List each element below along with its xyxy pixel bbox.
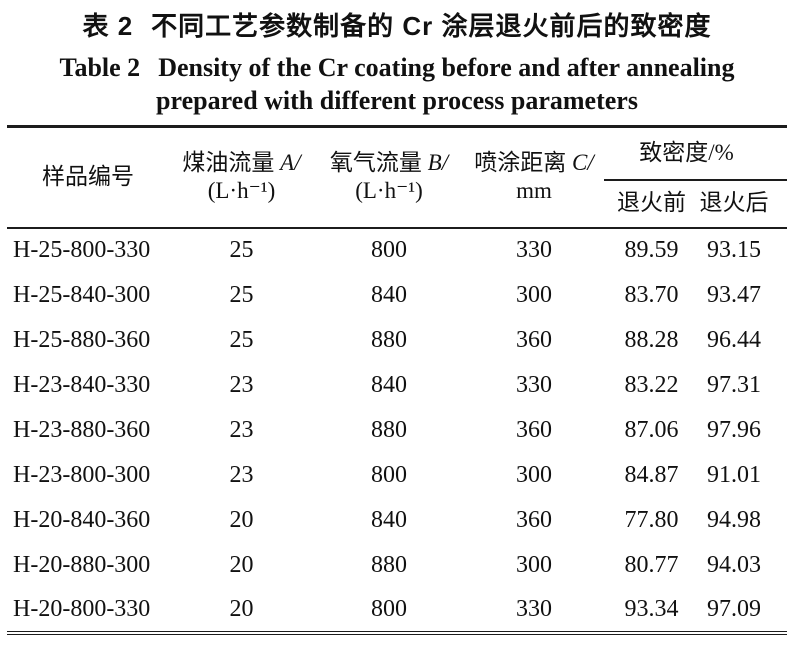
table-row: H-20-880-300 20 880 300 80.77 94.03 bbox=[7, 543, 787, 588]
spray-distance-cell: 300 bbox=[516, 551, 552, 578]
table-row: H-23-840-330 23 840 330 83.22 97.31 bbox=[7, 363, 787, 408]
density-before-cell: 83.22 bbox=[624, 371, 679, 398]
oxygen-flow-cell: 840 bbox=[371, 371, 407, 398]
table-number-en: Table 2 bbox=[59, 53, 141, 82]
table-caption-en-line2: prepared with different process paramete… bbox=[0, 84, 794, 117]
table-row: H-20-800-330 20 800 330 93.34 97.09 bbox=[7, 588, 787, 633]
oxygen-flow-cell: 840 bbox=[371, 281, 407, 308]
spray-distance-cell: 360 bbox=[516, 416, 552, 443]
kerosene-flow-cell: 20 bbox=[229, 551, 254, 578]
table-number-zh: 表 2 bbox=[82, 11, 134, 41]
kerosene-flow-cell: 20 bbox=[229, 506, 254, 533]
kerosene-unit: (L·h⁻¹) bbox=[207, 178, 276, 204]
kerosene-flow-cell: 23 bbox=[229, 461, 254, 488]
sample-id-cell: H-23-800-300 bbox=[13, 461, 151, 488]
density-before-cell: 84.87 bbox=[624, 461, 679, 488]
sample-id-cell: H-20-880-300 bbox=[13, 551, 151, 578]
oxygen-flow-cell: 880 bbox=[371, 416, 407, 443]
density-after-cell: 94.98 bbox=[707, 506, 761, 533]
kerosene-header-label: 煤油流量 bbox=[182, 149, 275, 175]
col-header-after-annealing: 退火后 bbox=[699, 179, 787, 229]
sample-id-cell: H-20-800-330 bbox=[13, 595, 151, 622]
sample-id-cell: H-25-840-300 bbox=[13, 281, 151, 308]
table-row: H-25-840-300 25 840 300 83.70 93.47 bbox=[7, 273, 787, 318]
sample-id-cell: H-23-880-360 bbox=[13, 416, 151, 443]
density-before-cell: 77.80 bbox=[624, 506, 679, 533]
kerosene-flow-cell: 20 bbox=[229, 595, 254, 622]
data-table: 样品编号 煤油流量 A/ (L·h⁻¹) 氧气流量 B/ (L·h⁻¹) 喷涂距… bbox=[7, 125, 787, 635]
density-before-cell: 93.34 bbox=[624, 595, 679, 622]
sample-id-cell: H-25-880-360 bbox=[13, 326, 151, 353]
oxygen-header-label: 氧气流量 bbox=[329, 149, 422, 175]
density-before-cell: 88.28 bbox=[624, 326, 679, 353]
density-after-cell: 96.44 bbox=[707, 326, 761, 353]
table-row: H-23-800-300 23 800 300 84.87 91.01 bbox=[7, 453, 787, 498]
spray-distance-cell: 330 bbox=[516, 237, 552, 263]
oxygen-flow-cell: 800 bbox=[371, 461, 407, 488]
sample-id-cell: H-25-800-330 bbox=[13, 237, 151, 263]
table-caption-zh: 表 2 不同工艺参数制备的 Cr 涂层退火前后的致密度 bbox=[0, 8, 794, 44]
density-before-cell: 83.70 bbox=[624, 281, 679, 308]
spray-distance-cell: 360 bbox=[516, 506, 552, 533]
spray-distance-cell: 300 bbox=[516, 281, 552, 308]
table-header: 样品编号 煤油流量 A/ (L·h⁻¹) 氧气流量 B/ (L·h⁻¹) 喷涂距… bbox=[7, 126, 787, 229]
distance-header-label: 喷涂距离 bbox=[474, 149, 567, 175]
density-after-cell: 97.96 bbox=[707, 416, 761, 443]
oxygen-flow-cell: 840 bbox=[371, 506, 407, 533]
spray-distance-cell: 330 bbox=[516, 595, 552, 622]
table-caption-en-line1: Table 2 Density of the Cr coating before … bbox=[0, 51, 794, 84]
oxygen-flow-cell: 880 bbox=[371, 551, 407, 578]
sample-header-label: 样品编号 bbox=[42, 163, 134, 189]
table-row: H-20-840-360 20 840 360 77.80 94.98 bbox=[7, 498, 787, 543]
density-after-cell: 94.03 bbox=[707, 551, 761, 578]
density-before-cell: 87.06 bbox=[624, 416, 679, 443]
kerosene-variable: A/ bbox=[280, 149, 301, 175]
kerosene-flow-cell: 23 bbox=[229, 371, 254, 398]
col-header-spray-distance: 喷涂距离 C/ mm bbox=[464, 126, 604, 229]
table-title-zh: 不同工艺参数制备的 Cr 涂层退火前后的致密度 bbox=[151, 11, 712, 41]
oxygen-flow-cell: 880 bbox=[371, 326, 407, 353]
density-after-cell: 91.01 bbox=[707, 461, 761, 488]
density-after-cell: 93.47 bbox=[707, 281, 761, 308]
oxygen-variable: B/ bbox=[427, 149, 449, 175]
oxygen-flow-cell: 800 bbox=[371, 595, 407, 622]
col-header-sample: 样品编号 bbox=[7, 126, 169, 229]
density-after-cell: 93.15 bbox=[707, 237, 761, 263]
header-row-2: 退火前 退火后 bbox=[7, 179, 787, 229]
kerosene-flow-cell: 25 bbox=[229, 326, 254, 353]
table-row: H-25-880-360 25 880 360 88.28 96.44 bbox=[7, 318, 787, 363]
kerosene-flow-cell: 25 bbox=[229, 281, 254, 308]
table-title-en-line2: prepared with different process paramete… bbox=[156, 86, 638, 115]
col-header-oxygen-flow: 氧气流量 B/ (L·h⁻¹) bbox=[314, 126, 464, 229]
sample-id-cell: H-20-840-360 bbox=[13, 506, 151, 533]
spray-distance-cell: 360 bbox=[516, 326, 552, 353]
density-before-cell: 80.77 bbox=[624, 551, 679, 578]
spray-distance-cell: 300 bbox=[516, 461, 552, 488]
table-body: H-25-800-330 25 800 330 89.59 93.15 H-25… bbox=[7, 228, 787, 633]
sample-id-cell: H-23-840-330 bbox=[13, 371, 151, 398]
header-row-1: 样品编号 煤油流量 A/ (L·h⁻¹) 氧气流量 B/ (L·h⁻¹) 喷涂距… bbox=[7, 126, 787, 229]
kerosene-flow-cell: 23 bbox=[229, 416, 254, 443]
oxygen-flow-cell: 800 bbox=[371, 237, 407, 263]
distance-unit: mm bbox=[516, 178, 552, 204]
spray-distance-cell: 330 bbox=[516, 371, 552, 398]
table-row: H-23-880-360 23 880 360 87.06 97.96 bbox=[7, 408, 787, 453]
col-header-density-group: 致密度/% bbox=[604, 126, 787, 181]
col-header-before-annealing: 退火前 bbox=[604, 179, 699, 229]
distance-variable: C/ bbox=[572, 149, 594, 175]
density-after-cell: 97.31 bbox=[707, 371, 761, 398]
table-title-en-line1: Density of the Cr coating before and aft… bbox=[158, 53, 735, 82]
density-before-cell: 89.59 bbox=[624, 237, 679, 263]
kerosene-flow-cell: 25 bbox=[229, 237, 254, 263]
table-row: H-25-800-330 25 800 330 89.59 93.15 bbox=[7, 228, 787, 273]
density-after-cell: 97.09 bbox=[707, 595, 761, 622]
oxygen-unit: (L·h⁻¹) bbox=[355, 178, 423, 204]
col-header-kerosene-flow: 煤油流量 A/ (L·h⁻¹) bbox=[169, 126, 314, 229]
